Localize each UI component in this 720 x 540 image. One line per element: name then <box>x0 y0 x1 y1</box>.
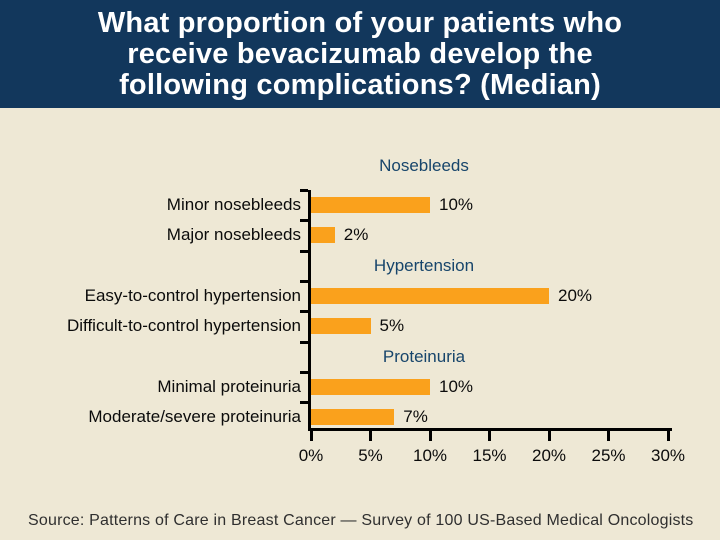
bar-moderate-severe-proteinuria <box>311 409 395 426</box>
x-axis-tick <box>369 431 372 441</box>
bar-chart: Nosebleeds Minor nosebleeds 10% Major noseb… <box>0 108 720 488</box>
slide-title: What proportion of your patients who rec… <box>0 0 720 108</box>
bar-label-major-nosebleeds: Major nosebleeds <box>166 225 301 245</box>
group-header-proteinuria: Proteinuria <box>382 346 466 366</box>
slide-title-line-3: following complications? (Median) <box>119 68 601 101</box>
x-axis-tick <box>428 431 432 441</box>
y-axis-tick <box>300 279 308 283</box>
bar-label-difficult-to-control-hypertension: Difficult-to-control hypertension <box>66 316 301 336</box>
bar-easy-to-control-hypertension <box>311 287 549 304</box>
slide-title-line-2: receive bevacizumab develop the <box>127 37 593 70</box>
x-axis-tick <box>547 431 551 441</box>
x-axis-tick-label-15: 15% <box>472 446 507 465</box>
bar-value-major-nosebleeds: 2% <box>343 225 369 245</box>
bar-value-minor-nosebleeds: 10% <box>439 195 474 214</box>
bar-value-easy-to-control-hypertension: 20% <box>558 285 593 305</box>
y-axis-tick <box>300 340 308 344</box>
y-axis-tick <box>300 370 308 374</box>
x-axis-tick <box>309 431 313 441</box>
bar-minor-nosebleeds <box>311 197 430 213</box>
y-axis-tick <box>300 310 308 314</box>
x-axis-tick <box>607 431 610 441</box>
bar-major-nosebleeds <box>311 227 335 244</box>
y-axis-line <box>308 190 311 431</box>
group-header-hypertension: Hypertension <box>373 255 475 275</box>
y-axis-tick <box>300 401 308 405</box>
group-header-nosebleeds: Nosebleeds <box>379 156 469 175</box>
x-axis-tick <box>488 431 491 441</box>
bar-value-moderate-severe-proteinuria: 7% <box>403 407 428 427</box>
bar-label-minor-nosebleeds: Minor nosebleeds <box>166 195 301 214</box>
x-axis-tick-label-25: 25% <box>591 446 626 465</box>
x-axis-tick-label-10: 10% <box>412 446 448 465</box>
y-axis-tick <box>300 189 308 192</box>
bar-label-moderate-severe-proteinuria: Moderate/severe proteinuria <box>88 407 301 427</box>
y-axis-tick <box>300 249 308 253</box>
bar-minimal-proteinuria <box>311 378 430 395</box>
bar-value-minimal-proteinuria: 10% <box>439 376 474 396</box>
x-axis-tick-label-0: 0% <box>298 446 324 465</box>
bar-value-difficult-to-control-hypertension: 5% <box>379 316 405 336</box>
bar-label-minimal-proteinuria: Minimal proteinuria <box>157 376 301 396</box>
bar-difficult-to-control-hypertension <box>311 318 371 335</box>
y-axis-tick <box>300 219 308 223</box>
slide-title-line-1: What proportion of your patients who <box>97 6 623 39</box>
bar-label-easy-to-control-hypertension: Easy-to-control hypertension <box>84 285 301 305</box>
x-axis-tick-label-30: 30% <box>650 446 686 465</box>
x-axis-tick-label-5: 5% <box>358 446 383 465</box>
source-text: Source: Patterns of Care in Breast Cance… <box>28 512 694 529</box>
x-axis-line <box>308 428 672 431</box>
x-axis-tick-label-20: 20% <box>531 446 567 465</box>
x-axis-tick <box>666 431 670 441</box>
